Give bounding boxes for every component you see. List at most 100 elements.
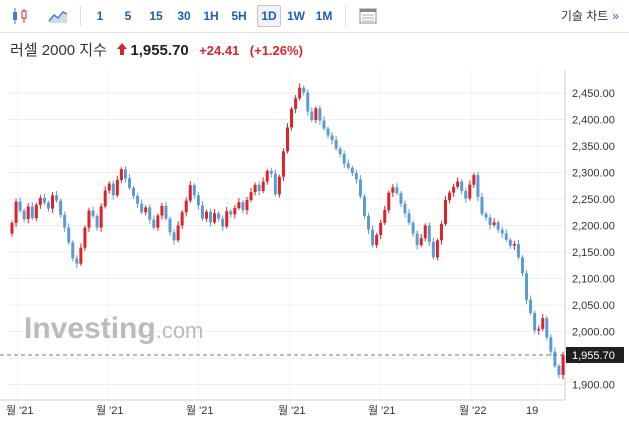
y-tick-label: 2,050.00: [572, 300, 615, 312]
candle-body: [152, 219, 156, 228]
candle-body: [367, 215, 371, 230]
candle-body: [63, 214, 67, 228]
candle-body: [480, 196, 484, 214]
timeframe-1d-button[interactable]: 1D: [257, 5, 281, 27]
candle-body: [435, 240, 439, 258]
candle-body: [561, 354, 565, 375]
timeframe-30-button[interactable]: 30: [177, 9, 191, 23]
candle-body: [326, 128, 330, 136]
candle-body: [444, 200, 448, 224]
candle-body: [136, 195, 140, 204]
candle-body: [338, 148, 342, 154]
y-tick-label: 2,450.00: [572, 88, 615, 100]
y-tick-label: 2,100.00: [572, 274, 615, 286]
candle-body: [168, 218, 172, 233]
y-tick-label: 1,900.00: [572, 380, 615, 392]
x-tick-label: 월 '21: [368, 404, 396, 417]
x-tick-label: 월 '22: [459, 404, 487, 417]
candle-body: [484, 213, 488, 218]
candle-body: [265, 170, 269, 182]
settings-table-icon[interactable]: [358, 6, 378, 26]
candle-body: [67, 227, 71, 243]
y-tick-label: 2,150.00: [572, 247, 615, 259]
candle-body: [51, 195, 55, 209]
candle-body: [395, 187, 399, 194]
candle-body: [439, 223, 443, 241]
candle-body: [298, 87, 302, 99]
area-chart-icon[interactable]: [48, 6, 68, 26]
candle-body: [55, 195, 59, 201]
index-name: 러셀 2000 지수: [10, 42, 107, 60]
candle-body: [403, 203, 407, 214]
candle-body: [492, 222, 496, 225]
x-tick-label: 월 '21: [278, 404, 306, 417]
investing-watermark: Investing.com: [24, 312, 203, 345]
candle-body: [310, 111, 314, 121]
last-price: 1,955.70: [130, 42, 189, 60]
technical-chart-link[interactable]: 기술 차트»: [561, 5, 619, 27]
y-tick-label: 2,400.00: [572, 115, 615, 127]
candle-body: [132, 187, 136, 196]
candle-body: [387, 192, 391, 211]
x-tick-label: 월 '21: [6, 404, 34, 417]
candle-body: [423, 225, 427, 239]
candle-body: [302, 87, 306, 93]
candle-body: [91, 210, 95, 216]
candle-body: [59, 200, 63, 215]
candle-body: [123, 169, 127, 179]
candle-body: [290, 108, 294, 128]
candle-body: [217, 213, 221, 219]
candle-body: [172, 232, 176, 241]
candlestick-chart-icon[interactable]: [10, 6, 30, 26]
candle-body: [148, 207, 152, 220]
candle-body: [38, 197, 42, 205]
candle-body: [180, 212, 184, 226]
candle-body: [257, 184, 261, 192]
candle-body: [196, 195, 200, 206]
toolbar-divider: [345, 6, 346, 26]
candle-body: [488, 217, 492, 225]
candle-body: [269, 170, 273, 174]
timeframe-1w-button[interactable]: 1W: [287, 9, 305, 23]
timeframe-5-button[interactable]: 5: [124, 9, 132, 23]
candle-body: [379, 222, 383, 236]
candle-body: [79, 247, 83, 264]
candle-body: [362, 196, 366, 216]
candle-body: [204, 211, 208, 219]
candle-body: [476, 175, 480, 197]
timeframe-5h-button[interactable]: 5H: [231, 9, 247, 23]
quote-header: 러셀 2000 지수 1,955.70 +24.41 (+1.26%): [10, 40, 303, 62]
candle-body: [557, 365, 561, 375]
candle-body: [277, 176, 281, 195]
x-tick-label: 19: [526, 405, 538, 417]
candle-body: [334, 140, 338, 149]
timeframe-1h-button[interactable]: 1H: [203, 9, 219, 23]
candle-body: [245, 200, 249, 211]
timeframe-1-button[interactable]: 1: [96, 9, 104, 23]
candle-body: [456, 181, 460, 187]
price-chart[interactable]: 2,450.00 2,400.00 2,350.00 2,300.00 2,250.00…: [0, 70, 629, 430]
candle-body: [525, 273, 529, 300]
candle-body: [115, 179, 119, 196]
candle-body: [452, 186, 456, 193]
timeframe-1m-button[interactable]: 1M: [315, 9, 333, 23]
candle-body: [419, 238, 423, 246]
candle-body: [34, 204, 38, 219]
candle-body: [460, 181, 464, 192]
candle-body: [107, 183, 111, 191]
candle-body: [549, 337, 553, 352]
candle-body: [541, 318, 545, 329]
candle-body: [346, 163, 350, 168]
candle-body: [119, 169, 123, 180]
candle-body: [14, 201, 18, 223]
x-tick-label: 월 '21: [96, 404, 124, 417]
candle-body: [87, 210, 91, 228]
candle-body: [537, 328, 541, 331]
arrow-up-icon: [117, 40, 128, 62]
candle-body: [383, 210, 387, 223]
candle-body: [95, 215, 99, 228]
candle-body: [111, 183, 115, 196]
candle-body: [427, 225, 431, 242]
candle-body: [26, 206, 30, 220]
timeframe-15-button[interactable]: 15: [149, 9, 163, 23]
